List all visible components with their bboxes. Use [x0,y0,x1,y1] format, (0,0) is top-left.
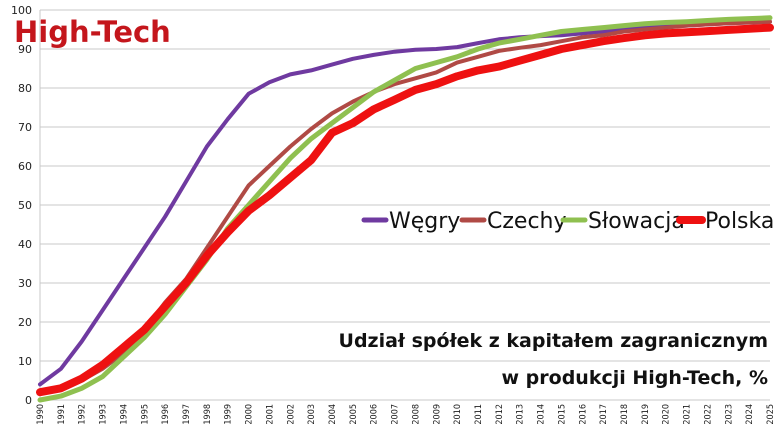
legend-label: Słowacja [588,209,685,234]
legend-label: Czechy [487,209,567,234]
x-tick-label: 1996 [161,404,171,425]
x-tick-label: 2015 [557,404,567,425]
y-tick-label: 50 [18,199,32,212]
y-tick-label: 40 [18,238,32,251]
y-tick-label: 70 [18,121,32,134]
y-tick-label: 100 [11,4,32,17]
x-tick-label: 2016 [578,404,588,425]
x-tick-label: 2011 [474,404,484,425]
x-tick-label: 2003 [307,404,317,425]
x-tick-label: 2001 [265,404,275,425]
x-tick-label: 2023 [724,404,734,425]
x-tick-label: 1991 [57,404,67,425]
x-tick-label: 2012 [495,404,505,425]
x-tick-label: 2013 [516,404,526,425]
y-axis-ticks: 0 10 20 30 40 50 60 70 80 90 100 [11,4,32,407]
x-axis-ticks: 1990 1991 1992 1993 1994 1995 1996 1997 1998 1999… [36,404,776,425]
x-tick-label: 2004 [328,404,338,425]
x-tick-label: 2020 [662,404,672,425]
x-tick-label: 1994 [119,404,129,425]
x-tick-label: 2014 [537,404,547,425]
x-tick-label: 1993 [99,404,109,425]
x-tick-label: 2008 [411,404,421,425]
series-line-polska [36,23,774,397]
series-line-słowacja [37,15,773,403]
x-tick-label: 2019 [641,404,651,425]
x-tick-label: 2009 [432,404,442,425]
x-tick-label: 2017 [599,404,609,425]
series-lines [36,15,774,403]
x-tick-label: 2000 [245,404,255,425]
y-tick-label: 60 [18,160,32,173]
x-tick-label: 2024 [745,404,755,425]
chart-title: High-Tech [14,15,171,49]
legend-label: Węgry [389,209,460,234]
y-tick-label: 10 [18,355,32,368]
x-tick-label: 1999 [224,404,234,425]
y-tick-label: 80 [18,82,32,95]
grid-lines [39,9,770,401]
x-tick-label: 2010 [453,404,463,425]
x-tick-label: 2007 [391,404,401,425]
x-tick-label: 2005 [349,404,359,425]
x-tick-label: 2021 [683,404,693,425]
x-tick-label: 1995 [140,404,150,425]
caption-line-2: w produkcji High-Tech, % [502,367,768,389]
x-tick-label: 2018 [620,404,630,425]
legend: Węgry Czechy Słowacja Polska [361,209,774,234]
x-tick-label: 2025 [766,404,776,425]
x-tick-label: 2006 [370,404,380,425]
legend-label: Polska [705,209,774,234]
y-tick-label: 0 [25,394,32,407]
y-tick-label: 20 [18,316,32,329]
x-tick-label: 1997 [182,404,192,425]
x-tick-label: 1992 [78,404,88,425]
y-tick-label: 30 [18,277,32,290]
x-tick-label: 2022 [703,404,713,425]
y-tick-label: 90 [18,43,32,56]
caption-line-1: Udział spółek z kapitałem zagranicznym [339,330,768,352]
x-tick-label: 1990 [36,404,46,425]
x-tick-label: 1998 [203,404,213,425]
x-tick-label: 2002 [286,404,296,425]
